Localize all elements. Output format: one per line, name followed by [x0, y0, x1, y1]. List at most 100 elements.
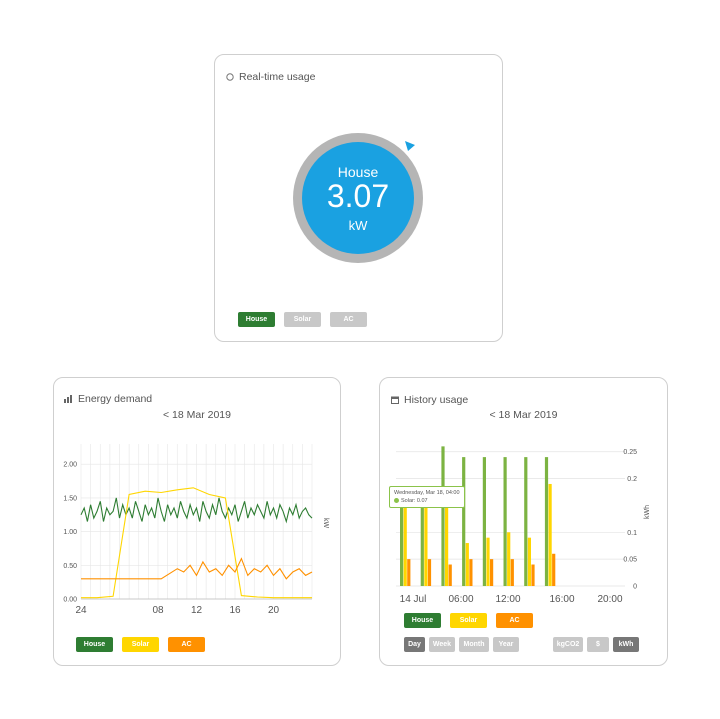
- y-tick-label: 1.00: [63, 529, 77, 536]
- usage-gauge: House 3.07 kW: [293, 133, 423, 263]
- x-tick-label: 20: [268, 605, 280, 616]
- period-year-button[interactable]: Year: [493, 637, 519, 652]
- unit-kwh-button[interactable]: kWh: [613, 637, 639, 652]
- bar-solar: [548, 483, 552, 586]
- demand-solar-button[interactable]: Solar: [122, 637, 159, 652]
- bar-solar: [465, 543, 469, 586]
- x-tick-label: 12:00: [495, 594, 520, 605]
- tooltip-line2: Solar: 0.07: [394, 497, 460, 505]
- gauge-unit: kW: [348, 218, 368, 233]
- history-ac-button[interactable]: AC: [496, 613, 533, 628]
- period-day-label: Day: [408, 641, 421, 648]
- bar-solar: [403, 489, 407, 586]
- bar-house: [441, 446, 445, 586]
- bar-ac: [552, 553, 556, 586]
- demand-solar-label: Solar: [131, 641, 150, 648]
- x-tick-label: 08: [152, 605, 164, 616]
- period-month-button[interactable]: Month: [459, 637, 489, 652]
- gauge-name: House: [337, 164, 379, 180]
- realtime-title: Real-time usage: [226, 71, 315, 83]
- series-line-house: [80, 497, 313, 524]
- unit-kgco2-label: kgCO2: [556, 641, 580, 648]
- bar-house: [503, 457, 507, 586]
- y-tick-label: 0.00: [63, 597, 77, 604]
- y-tick-label: 0.2: [627, 476, 637, 483]
- bar-ac: [448, 564, 452, 586]
- bar-house: [524, 457, 528, 586]
- demand-ac-button[interactable]: AC: [168, 637, 205, 652]
- history-solar-label: Solar: [459, 617, 478, 624]
- x-tick-label: 24: [75, 605, 87, 616]
- bar-house: [420, 494, 424, 586]
- series-line-ac: [81, 557, 313, 580]
- period-week-label: Week: [432, 641, 452, 648]
- realtime-house-label: House: [245, 316, 268, 323]
- y-tick-label: 0: [633, 584, 637, 591]
- demand-house-button[interactable]: House: [76, 637, 113, 652]
- realtime-title-label: Real-time usage: [239, 71, 316, 83]
- period-day-button[interactable]: Day: [404, 637, 425, 652]
- bar-ac: [469, 559, 473, 586]
- bar-ac: [531, 564, 535, 586]
- bar-solar: [424, 494, 428, 586]
- bar-solar: [527, 537, 531, 586]
- realtime-solar-button[interactable]: Solar: [284, 312, 321, 327]
- history-usage-chart: 0.25 0.2 0.1 0.05 0 kWh 14 Jul 06:00 12:00 16:00 2…: [396, 446, 651, 605]
- history-usage-title: History usage: [391, 394, 468, 406]
- energy-demand-date[interactable]: < 18 Mar 2019: [162, 409, 231, 421]
- y-tick-label: 0.25: [623, 449, 637, 456]
- period-month-label: Month: [463, 641, 485, 648]
- period-year-label: Year: [498, 641, 514, 648]
- realtime-card: Real-time usage House 3.07 kW House Sola…: [214, 54, 503, 342]
- history-house-label: House: [411, 617, 434, 624]
- history-solar-button[interactable]: Solar: [450, 613, 487, 628]
- y-tick-label: 0.05: [623, 557, 637, 564]
- unit-kgco2-button[interactable]: kgCO2: [553, 637, 583, 652]
- energy-demand-title: Energy demand: [64, 393, 152, 405]
- gauge-center: House 3.07 kW: [302, 142, 414, 254]
- realtime-house-button[interactable]: House: [238, 312, 275, 327]
- history-usage-title-label: History usage: [404, 394, 469, 406]
- demand-house-label: House: [83, 641, 106, 648]
- bar-solar: [486, 537, 490, 586]
- demand-ac-label: AC: [181, 641, 192, 648]
- energy-demand-card: Energy demand < 18 Mar 2019 2.00 1.50 1.00…: [53, 377, 341, 666]
- unit-dollar-button[interactable]: $: [587, 637, 609, 652]
- gauge-pointer-icon: [405, 141, 415, 151]
- gauge-value: 3.07: [326, 178, 390, 214]
- bar-ac: [490, 559, 494, 586]
- x-tick-label: 16: [229, 605, 241, 616]
- realtime-ac-button[interactable]: AC: [330, 312, 367, 327]
- history-usage-card: History usage < 18 Mar 2019 0.25 0.2 0.1 0.…: [379, 377, 668, 666]
- bar-ac: [427, 559, 432, 586]
- unit-dollar-label: $: [596, 641, 600, 648]
- energy-demand-title-label: Energy demand: [78, 393, 153, 405]
- history-ac-label: AC: [509, 617, 520, 624]
- y-axis-label: kW: [322, 518, 329, 529]
- y-axis-label: kWh: [644, 505, 651, 519]
- bar-solar: [445, 500, 449, 586]
- calendar-icon: [391, 396, 399, 404]
- x-tick-label: 16:00: [549, 594, 574, 605]
- tooltip-line1: Wednesday, Mar 18, 04:00: [394, 490, 460, 496]
- tooltip-dot-icon: [394, 498, 399, 503]
- tooltip-line2-text: Solar: 0.07: [401, 498, 428, 504]
- history-usage-date[interactable]: < 18 Mar 2019: [489, 409, 558, 421]
- history-house-button[interactable]: House: [404, 613, 441, 628]
- bar-house: [462, 457, 466, 586]
- realtime-ac-label: AC: [343, 316, 354, 323]
- period-week-button[interactable]: Week: [429, 637, 455, 652]
- x-tick-label: 20:00: [597, 594, 622, 605]
- bar-house: [482, 457, 486, 586]
- x-tick-label: 14 Jul: [400, 594, 427, 605]
- bar-house: [544, 457, 549, 586]
- y-tick-label: 0.50: [63, 563, 77, 570]
- bar-ac: [407, 559, 411, 586]
- y-tick-label: 1.50: [63, 495, 77, 502]
- y-tick-label: 0.1: [627, 530, 637, 537]
- bar-house: [400, 494, 404, 586]
- y-tick-label: 2.00: [63, 462, 77, 469]
- x-tick-label: 06:00: [448, 594, 473, 605]
- x-tick-label: 12: [191, 605, 203, 616]
